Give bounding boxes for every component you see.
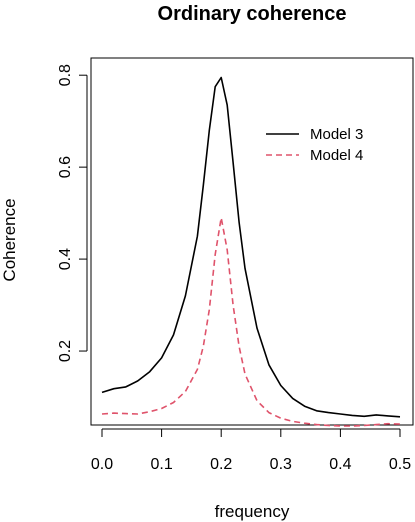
x-tick-label: 0.2 <box>210 456 232 473</box>
x-axis: 0.0 0.1 0.2 0.3 0.4 0.5 <box>91 428 411 473</box>
plot-frame <box>90 57 414 426</box>
series-line-model-4 <box>101 216 401 427</box>
y-axis: 0.2 0.4 0.6 0.8 <box>57 64 88 362</box>
series-layer <box>101 76 401 427</box>
x-tick-label: 0.0 <box>91 456 113 473</box>
x-tick-label: 0.4 <box>329 456 351 473</box>
x-tick-label: 0.3 <box>270 456 292 473</box>
x-tick-label: 0.1 <box>150 456 172 473</box>
chart-title: Ordinary coherence <box>158 3 347 25</box>
series-line-model-3 <box>101 76 401 418</box>
legend-label-model-3: Model 3 <box>310 126 363 143</box>
y-tick-label: 0.2 <box>57 340 74 362</box>
x-axis-label: frequency <box>215 502 290 521</box>
y-tick-label: 0.4 <box>57 248 74 270</box>
legend: Model 3 Model 4 <box>266 126 363 164</box>
y-tick-label: 0.8 <box>57 64 74 86</box>
y-tick-label: 0.6 <box>57 156 74 178</box>
x-tick-label: 0.5 <box>389 456 411 473</box>
legend-label-model-4: Model 4 <box>310 147 363 164</box>
y-axis-label: Coherence <box>0 198 19 281</box>
